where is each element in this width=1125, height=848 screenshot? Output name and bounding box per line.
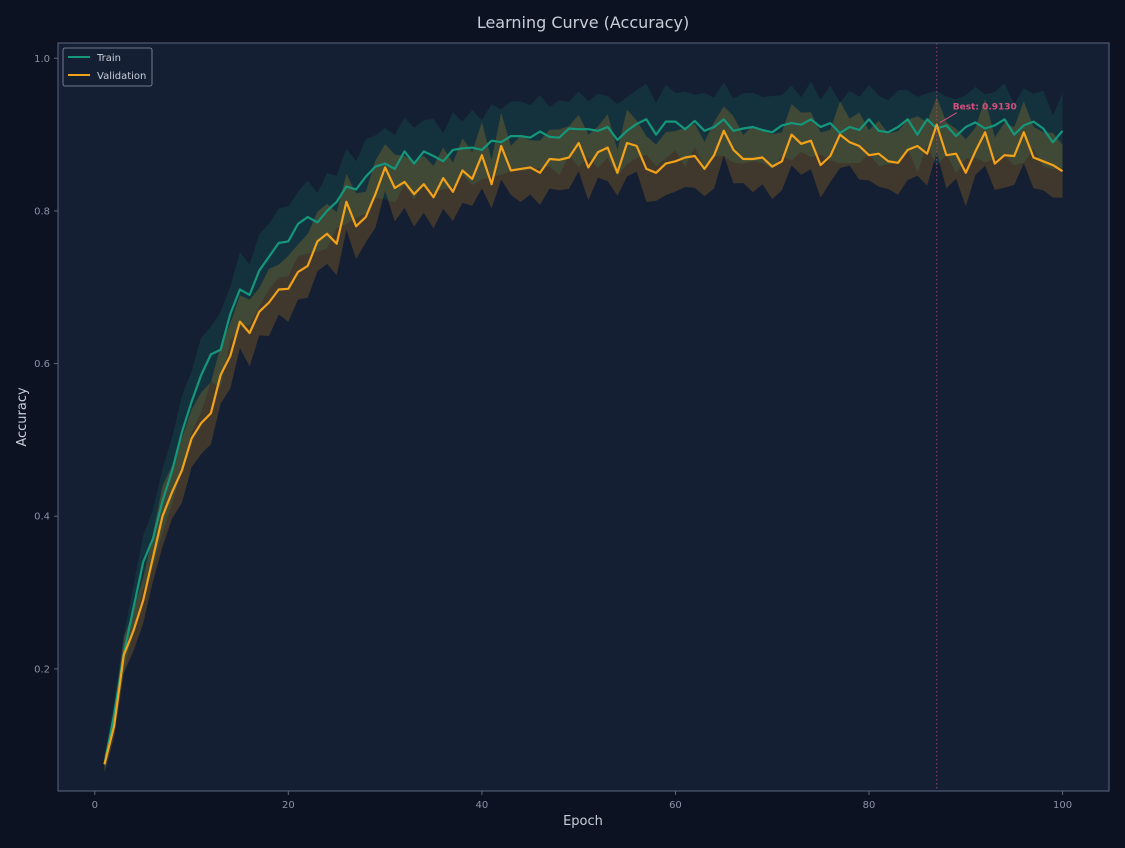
best-epoch-marker: Best: 0.9130 <box>936 43 1017 791</box>
y-axis-ticks: 0.2 0.4 0.6 0.8 1.0 <box>34 54 58 675</box>
legend-label-train: Train <box>96 53 121 64</box>
y-axis-label: Accuracy <box>15 387 30 447</box>
x-tick-label: 60 <box>669 800 682 811</box>
x-tick-label: 20 <box>282 800 295 811</box>
x-tick-label: 80 <box>863 800 876 811</box>
y-tick-label: 0.6 <box>34 359 50 370</box>
legend-label-validation: Validation <box>97 71 146 82</box>
band-train <box>104 81 1063 773</box>
legend: Train Validation <box>62 47 153 87</box>
line-validation <box>103 123 1064 765</box>
x-axis-label: Epoch <box>563 814 603 829</box>
confidence-bands <box>104 81 1063 773</box>
plot-frame <box>57 42 1110 792</box>
best-annotation-arrow <box>939 112 957 124</box>
x-tick-label: 100 <box>1053 800 1072 811</box>
band-validation <box>104 97 1063 773</box>
plot-area <box>58 43 1109 791</box>
best-annotation-label: Best: 0.9130 <box>953 103 1017 113</box>
y-tick-label: 1.0 <box>34 54 50 65</box>
x-tick-label: 40 <box>476 800 489 811</box>
y-tick-label: 0.4 <box>34 512 50 523</box>
x-tick-label: 0 <box>92 800 98 811</box>
y-tick-label: 0.8 <box>34 206 50 217</box>
y-tick-label: 0.2 <box>34 664 50 675</box>
line-train <box>103 118 1064 765</box>
series-lines <box>103 118 1064 765</box>
x-axis-ticks: 0 20 40 60 80 100 <box>92 791 1072 811</box>
chart-title: Learning Curve (Accuracy) <box>477 13 689 32</box>
